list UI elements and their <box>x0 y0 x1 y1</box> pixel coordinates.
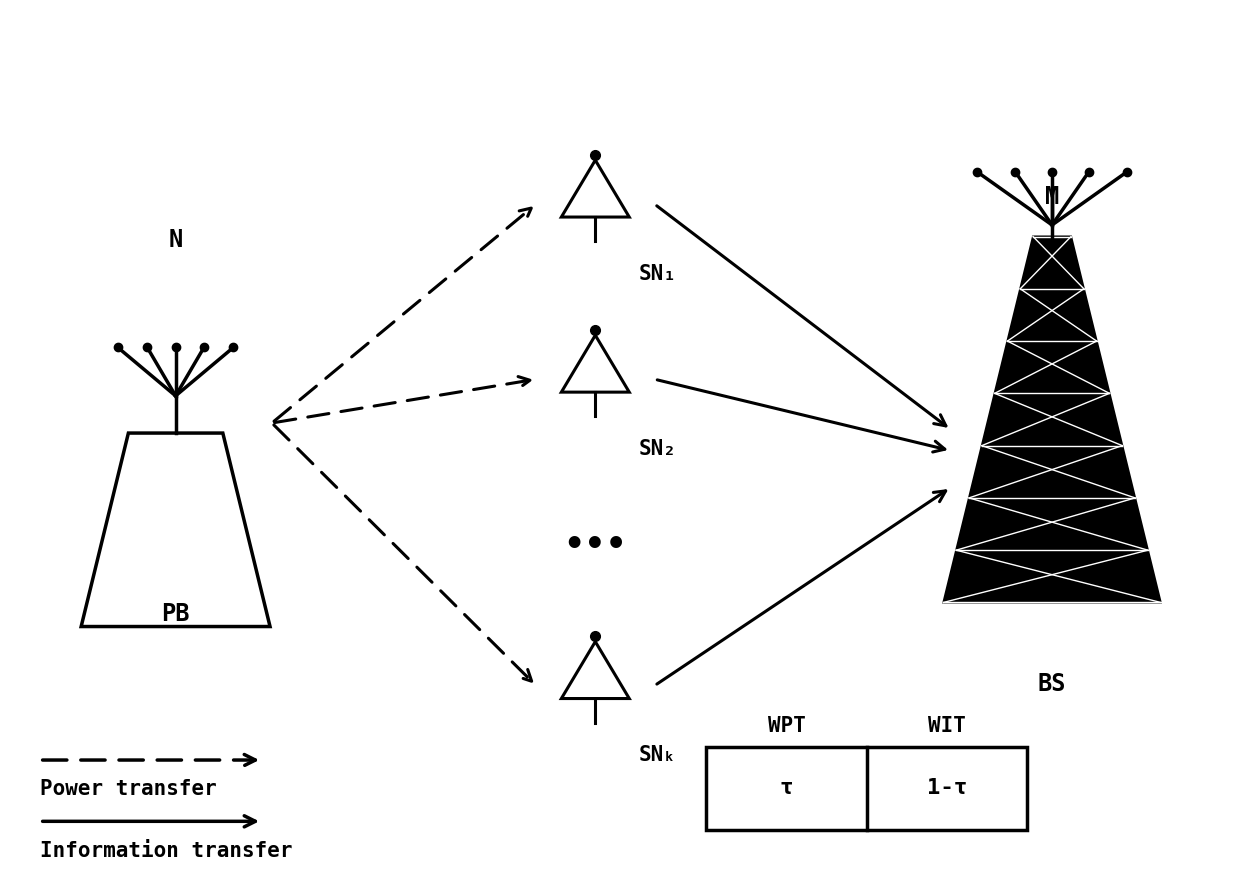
Text: Information transfer: Information transfer <box>40 840 293 861</box>
Text: N: N <box>169 228 182 252</box>
Bar <box>707 747 1028 830</box>
Text: PB: PB <box>161 603 190 626</box>
Polygon shape <box>944 236 1161 603</box>
Text: τ: τ <box>780 779 794 798</box>
Text: SNₖ: SNₖ <box>639 745 676 766</box>
Text: 1-τ: 1-τ <box>928 779 967 798</box>
Text: WIT: WIT <box>929 716 966 737</box>
Text: SN₁: SN₁ <box>639 263 676 284</box>
Text: WPT: WPT <box>768 716 806 737</box>
Polygon shape <box>81 433 270 626</box>
Text: BS: BS <box>1038 672 1066 697</box>
Text: SN₂: SN₂ <box>639 439 676 459</box>
Text: M: M <box>1045 184 1059 209</box>
Text: Power transfer: Power transfer <box>40 780 217 799</box>
Text: •••: ••• <box>563 529 627 562</box>
